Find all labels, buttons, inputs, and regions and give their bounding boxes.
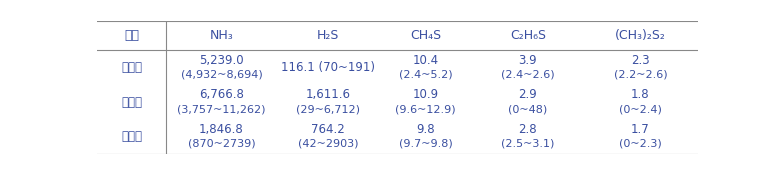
Text: 5,239.0: 5,239.0 <box>199 54 244 67</box>
Text: (9.7~9.8): (9.7~9.8) <box>399 139 453 149</box>
Text: (29~6,712): (29~6,712) <box>296 104 360 114</box>
Text: 6,766.8: 6,766.8 <box>199 88 244 101</box>
Text: (9.6~12.9): (9.6~12.9) <box>395 104 456 114</box>
Text: 1.8: 1.8 <box>631 88 649 101</box>
Text: 중규모: 중규모 <box>121 95 142 108</box>
Text: 10.9: 10.9 <box>412 88 439 101</box>
Text: (CH₃)₂S₂: (CH₃)₂S₂ <box>615 29 666 42</box>
Text: (2.5~3.1): (2.5~3.1) <box>501 139 554 149</box>
Text: 소규모: 소규모 <box>121 130 142 143</box>
Text: (2.2~2.6): (2.2~2.6) <box>614 70 667 80</box>
Text: 대규모: 대규모 <box>121 61 142 74</box>
Text: 3.9: 3.9 <box>518 54 537 67</box>
Text: (870~2739): (870~2739) <box>188 139 255 149</box>
Text: 구분: 구분 <box>124 29 139 42</box>
Text: (4,932~8,694): (4,932~8,694) <box>181 70 263 80</box>
Text: (0~48): (0~48) <box>508 104 547 114</box>
Text: CH₄S: CH₄S <box>410 29 441 42</box>
Text: 2.3: 2.3 <box>631 54 649 67</box>
Text: (0~2.4): (0~2.4) <box>619 104 662 114</box>
Text: NH₃: NH₃ <box>209 29 233 42</box>
Text: (3,757~11,262): (3,757~11,262) <box>177 104 266 114</box>
Text: 1,846.8: 1,846.8 <box>199 123 244 136</box>
Text: 764.2: 764.2 <box>312 123 345 136</box>
Text: 116.1 (70~191): 116.1 (70~191) <box>281 61 375 74</box>
Text: H₂S: H₂S <box>317 29 339 42</box>
Text: 2.8: 2.8 <box>518 123 537 136</box>
Text: 10.4: 10.4 <box>412 54 439 67</box>
Text: C₂H₆S: C₂H₆S <box>510 29 546 42</box>
Text: (2.4~2.6): (2.4~2.6) <box>501 70 555 80</box>
Text: 1.7: 1.7 <box>631 123 649 136</box>
Text: 9.8: 9.8 <box>416 123 435 136</box>
Text: (42~2903): (42~2903) <box>298 139 358 149</box>
Text: (2.4~5.2): (2.4~5.2) <box>399 70 453 80</box>
Text: 2.9: 2.9 <box>518 88 537 101</box>
Text: (0~2.3): (0~2.3) <box>619 139 662 149</box>
Text: 1,611.6: 1,611.6 <box>305 88 350 101</box>
